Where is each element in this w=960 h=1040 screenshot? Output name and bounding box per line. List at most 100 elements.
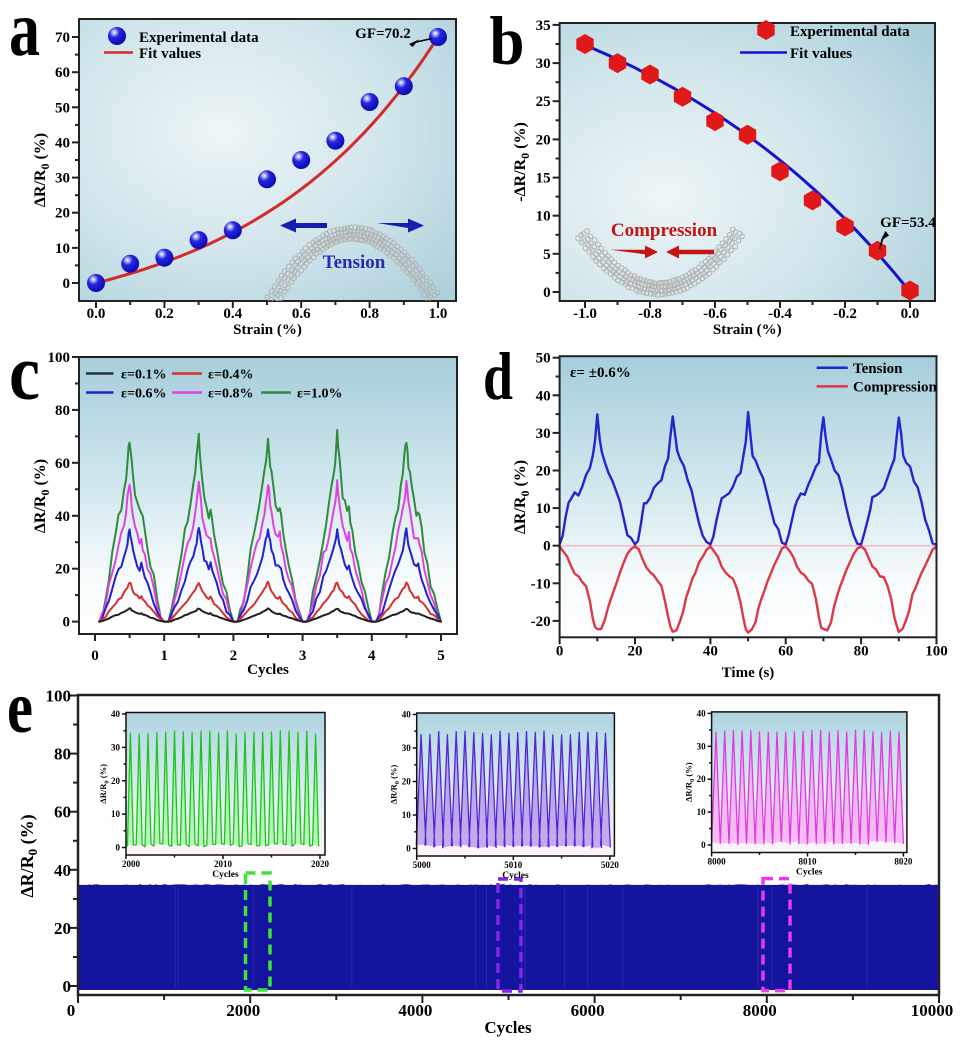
svg-text:GF=53.4: GF=53.4 [880, 215, 936, 231]
svg-text:10: 10 [536, 501, 551, 517]
svg-text:100: 100 [48, 350, 71, 366]
svg-text:20: 20 [697, 774, 707, 784]
svg-text:40: 40 [111, 709, 121, 719]
svg-text:ε=0.4%: ε=0.4% [208, 368, 253, 383]
svg-text:4: 4 [368, 648, 376, 664]
svg-text:10: 10 [55, 241, 70, 257]
svg-text:0.6: 0.6 [292, 306, 311, 322]
svg-text:20: 20 [536, 132, 551, 148]
svg-text:10: 10 [697, 807, 707, 817]
svg-text:Tension: Tension [323, 252, 386, 273]
svg-text:0: 0 [543, 539, 551, 555]
svg-text:10: 10 [111, 809, 121, 819]
svg-text:-0.6: -0.6 [703, 306, 727, 322]
svg-text:0: 0 [63, 276, 71, 292]
svg-text:30: 30 [536, 426, 551, 442]
svg-text:80: 80 [54, 745, 71, 764]
svg-text:20: 20 [55, 562, 70, 578]
svg-text:2000: 2000 [122, 859, 141, 869]
svg-text:20: 20 [402, 777, 412, 787]
svg-text:100: 100 [46, 687, 72, 706]
svg-text:0.8: 0.8 [360, 306, 379, 322]
svg-text:50: 50 [55, 100, 70, 116]
svg-text:8000: 8000 [743, 1001, 777, 1020]
svg-text:ΔR/R0 (%): ΔR/R0 (%) [389, 765, 402, 805]
svg-text:-1.0: -1.0 [573, 306, 597, 322]
svg-text:Cycles: Cycles [247, 662, 289, 678]
svg-text:ε=0.1%: ε=0.1% [121, 368, 166, 383]
svg-text:e: e [7, 667, 33, 749]
svg-text:80: 80 [55, 403, 70, 419]
svg-text:GF=70.2: GF=70.2 [355, 26, 411, 42]
svg-text:ΔR/R0 (%): ΔR/R0 (%) [512, 460, 532, 534]
svg-text:80: 80 [854, 643, 869, 659]
svg-text:30: 30 [402, 743, 412, 753]
svg-text:10: 10 [536, 209, 551, 225]
svg-text:ΔR/R0 (%): ΔR/R0 (%) [98, 764, 111, 804]
svg-text:1: 1 [160, 648, 168, 664]
svg-text:20: 20 [111, 776, 121, 786]
svg-text:Cycles: Cycles [796, 868, 823, 878]
svg-text:10: 10 [402, 810, 412, 820]
svg-text:ε=0.8%: ε=0.8% [208, 387, 253, 402]
svg-text:0: 0 [701, 840, 706, 850]
svg-text:40: 40 [55, 135, 70, 151]
svg-text:8000: 8000 [708, 857, 727, 867]
svg-text:ε= ±0.6%: ε= ±0.6% [570, 365, 631, 381]
svg-text:15: 15 [536, 171, 551, 187]
svg-text:5: 5 [437, 648, 445, 664]
svg-text:30: 30 [536, 56, 551, 72]
svg-text:Cycles: Cycles [212, 870, 239, 880]
svg-text:40: 40 [536, 388, 551, 404]
svg-text:40: 40 [54, 861, 71, 880]
svg-text:-0.2: -0.2 [833, 306, 857, 322]
svg-text:20: 20 [628, 643, 643, 659]
svg-text:30: 30 [111, 742, 121, 752]
svg-text:-10: -10 [531, 576, 551, 592]
svg-text:5: 5 [543, 247, 551, 263]
svg-text:Cycles: Cycles [502, 871, 529, 881]
svg-text:0: 0 [67, 1001, 76, 1020]
svg-text:4000: 4000 [398, 1001, 432, 1020]
svg-text:5000: 5000 [413, 860, 432, 870]
svg-text:5020: 5020 [601, 860, 620, 870]
svg-text:0: 0 [543, 285, 551, 301]
svg-text:Compression: Compression [853, 380, 938, 396]
svg-text:-0.4: -0.4 [768, 306, 792, 322]
svg-text:5010: 5010 [504, 860, 523, 870]
svg-text:ΔR/R0 (%): ΔR/R0 (%) [32, 133, 52, 207]
svg-text:ε=0.6%: ε=0.6% [121, 387, 166, 402]
svg-text:40: 40 [697, 708, 707, 718]
svg-text:ε=1.0%: ε=1.0% [297, 387, 342, 402]
svg-text:60: 60 [54, 803, 71, 822]
svg-text:Experimental data: Experimental data [139, 30, 259, 46]
svg-text:a: a [9, 0, 40, 72]
svg-text:60: 60 [55, 65, 70, 81]
svg-text:30: 30 [55, 171, 70, 187]
svg-text:40: 40 [703, 643, 718, 659]
svg-text:Experimental data: Experimental data [790, 24, 910, 40]
svg-text:100: 100 [925, 643, 948, 659]
svg-text:b: b [490, 3, 525, 79]
svg-text:40: 40 [402, 710, 412, 720]
svg-text:20: 20 [536, 464, 551, 480]
svg-text:8020: 8020 [894, 857, 913, 867]
svg-text:-20: -20 [531, 614, 551, 630]
svg-text:c: c [9, 329, 40, 416]
svg-text:ΔR/R0 (%): ΔR/R0 (%) [684, 762, 697, 802]
svg-text:30: 30 [697, 741, 707, 751]
svg-text:40: 40 [55, 509, 70, 525]
svg-text:ΔR/R0 (%): ΔR/R0 (%) [17, 814, 40, 897]
svg-text:0: 0 [116, 843, 121, 853]
svg-text:60: 60 [778, 643, 793, 659]
svg-text:Compression: Compression [611, 220, 718, 241]
svg-text:35: 35 [536, 18, 551, 34]
svg-text:60: 60 [55, 456, 70, 472]
svg-text:0: 0 [63, 615, 71, 631]
svg-text:d: d [483, 338, 513, 414]
svg-text:0: 0 [406, 844, 411, 854]
svg-text:0: 0 [556, 643, 564, 659]
svg-text:20: 20 [54, 919, 71, 938]
svg-text:0.4: 0.4 [223, 306, 242, 322]
svg-text:0.2: 0.2 [155, 306, 174, 322]
